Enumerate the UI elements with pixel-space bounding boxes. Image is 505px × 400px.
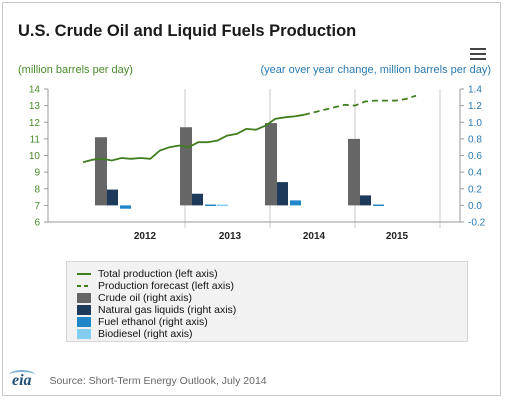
legend-swatch-icon — [77, 317, 91, 327]
right-tick-label: 0.2 — [468, 184, 482, 195]
legend-item-crude-oil: Crude oil (right axis) — [77, 292, 192, 304]
right-axis-unit: (year over year change, million barrels … — [260, 64, 492, 76]
footer: eia Source: Short-Term Energy Outlook, J… — [9, 370, 267, 390]
left-tick-label: 14 — [29, 85, 41, 96]
left-tick-label: 10 — [29, 151, 41, 162]
x-tick-label: 2015 — [386, 231, 409, 242]
legend-item-natural-gas-liquids: Natural gas liquids (right axis) — [77, 304, 236, 316]
legend-label: Crude oil (right axis) — [98, 292, 192, 304]
left-tick-label: 11 — [30, 134, 41, 145]
legend-item-biodiesel: Biodiesel (right axis) — [77, 328, 193, 340]
legend-item-total-production: Total production (left axis) — [77, 268, 218, 280]
bar-natural-gas-liquids — [277, 182, 288, 206]
right-tick-label: 1.0 — [468, 118, 482, 129]
bar-natural-gas-liquids — [107, 189, 118, 206]
legend-item-fuel-ethanol: Fuel ethanol (right axis) — [77, 316, 208, 328]
line-total-production — [82, 113, 305, 164]
source-note: Source: Short-Term Energy Outlook, July … — [49, 375, 267, 387]
legend-label: Biodiesel (right axis) — [98, 328, 193, 340]
bar-natural-gas-liquids — [360, 195, 371, 206]
chart-title: U.S. Crude Oil and Liquid Fuels Producti… — [18, 22, 357, 40]
bar-natural-gas-liquids — [192, 193, 203, 206]
right-tick-label: 0.6 — [468, 151, 482, 162]
x-tick-label: 2013 — [219, 231, 242, 242]
bar-crude-oil — [348, 138, 360, 206]
right-tick-label: 0.8 — [468, 134, 482, 145]
right-tick-label: 0.4 — [468, 168, 482, 179]
line-production-forecast — [303, 94, 417, 116]
left-tick-label: 13 — [29, 101, 41, 112]
legend-swatch-icon — [77, 305, 91, 315]
legend-item-production-forecast: Production forecast (left axis) — [77, 280, 234, 292]
left-tick-label: 6 — [34, 218, 40, 229]
bar-crude-oil — [265, 123, 277, 206]
bar-crude-oil — [95, 137, 107, 206]
left-tick-label: 7 — [34, 201, 40, 212]
x-tick-label: 2012 — [134, 231, 157, 242]
chart-menu-icon[interactable] — [470, 48, 486, 62]
x-tick-label: 2014 — [303, 231, 326, 242]
legend-solid-line-icon — [77, 273, 91, 275]
eia-logo: eia — [9, 370, 35, 389]
legend-dashed-line-icon — [77, 285, 91, 287]
chart-plot: 6 7 8 9 10 11 12 13 14 -0.2 0.0 0.2 0.4 0.6 0.8 1.0 1.2 1… — [29, 85, 486, 243]
legend-swatch-icon — [77, 329, 91, 339]
left-tick-label: 8 — [34, 184, 40, 195]
legend-label: Fuel ethanol (right axis) — [98, 316, 208, 328]
right-tick-label: 1.2 — [468, 101, 482, 112]
bar-fuel-ethanol — [290, 200, 301, 206]
legend-swatch-icon — [77, 293, 91, 303]
legend-label: Production forecast (left axis) — [98, 280, 234, 292]
right-tick-label: -0.2 — [468, 218, 486, 229]
right-tick-label: 1.4 — [468, 85, 482, 96]
left-axis-unit: (million barrels per day) — [18, 64, 133, 76]
legend-label: Total production (left axis) — [98, 268, 218, 280]
left-tick-label: 12 — [29, 118, 41, 129]
right-tick-label: 0.0 — [468, 201, 482, 212]
left-tick-label: 9 — [34, 168, 40, 179]
bar-fuel-ethanol — [373, 204, 384, 207]
chart-legend: Total production (left axis) Production … — [66, 261, 468, 342]
legend-label: Natural gas liquids (right axis) — [98, 304, 237, 316]
bar-crude-oil — [180, 127, 192, 206]
bar-fuel-ethanol — [205, 204, 216, 207]
bar-biodiesel — [217, 204, 228, 207]
bar-fuel-ethanol — [120, 205, 131, 209]
